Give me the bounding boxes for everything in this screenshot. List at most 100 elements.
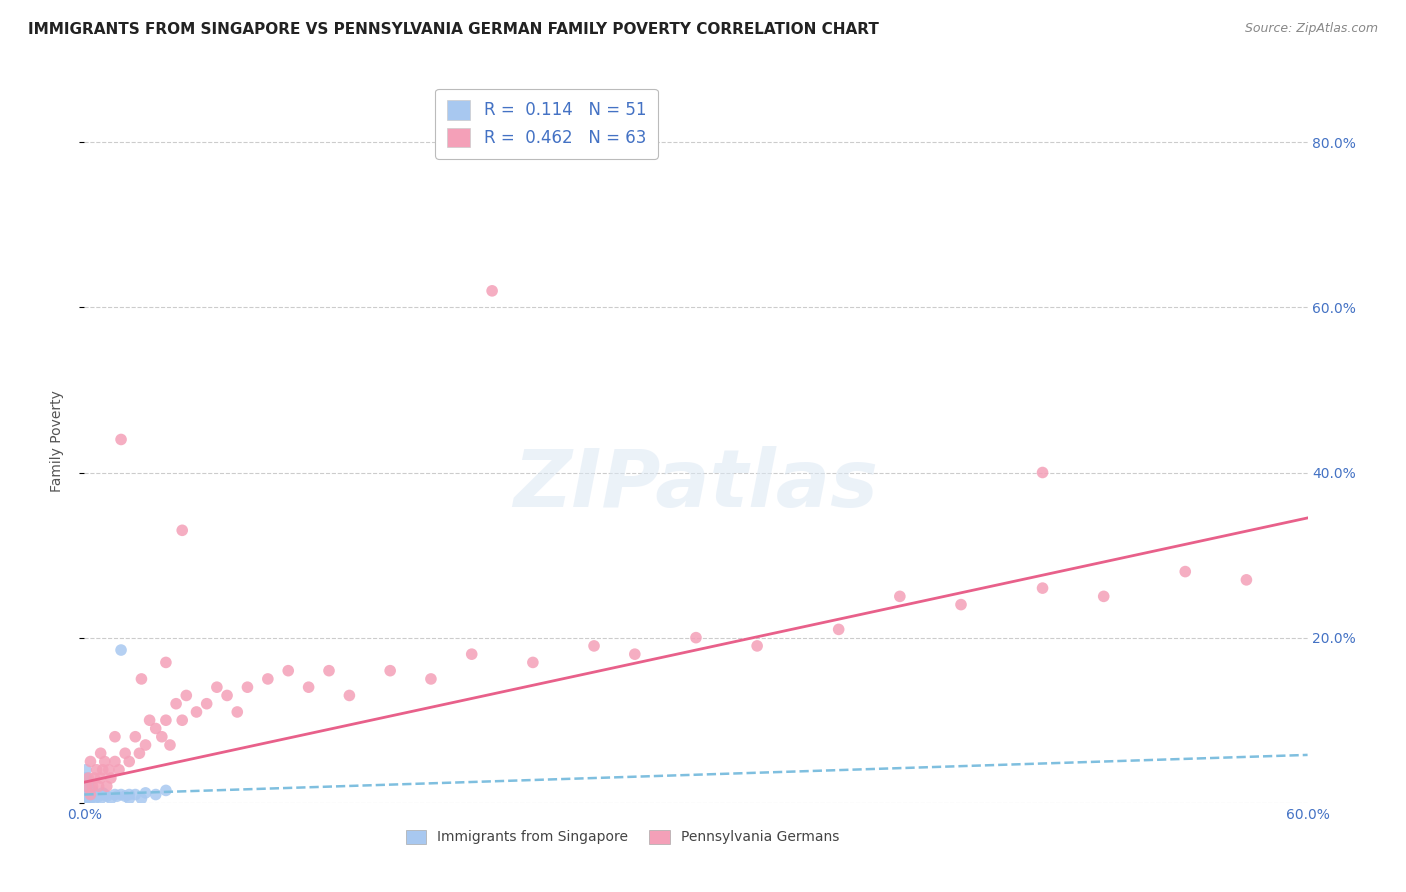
Point (76, 791, 98, 805)
Point (747, 639, 769, 653)
Point (135, 738, 157, 752)
Point (114, 746, 136, 760)
Point (90, 771, 112, 785)
Point (172, 524, 194, 538)
Point (108, 763, 131, 777)
Point (100, 771, 122, 785)
Point (79, 783, 101, 797)
Point (277, 664, 299, 678)
Point (93, 788, 115, 802)
Point (75, 779, 97, 793)
Point (75, 796, 97, 810)
Point (75, 763, 97, 777)
Point (257, 672, 280, 686)
Point (1174, 565, 1197, 579)
Point (75, 791, 97, 805)
Point (75, 796, 97, 810)
Point (1032, 581, 1054, 595)
Point (124, 788, 146, 802)
Point (77, 791, 100, 805)
Point (461, 647, 484, 661)
Point (110, 433, 132, 447)
Point (685, 631, 707, 645)
Point (75, 783, 97, 797)
Point (110, 788, 132, 802)
Point (1236, 573, 1258, 587)
Point (236, 680, 259, 694)
Point (380, 664, 402, 678)
Point (75, 771, 97, 785)
Point (118, 788, 141, 802)
Point (75, 788, 97, 802)
Point (76, 779, 98, 793)
Text: IMMIGRANTS FROM SINGAPORE VS PENNSYLVANIA GERMAN FAMILY POVERTY CORRELATION CHAR: IMMIGRANTS FROM SINGAPORE VS PENNSYLVANI… (28, 22, 879, 37)
Point (77, 775, 100, 789)
Point (145, 788, 167, 802)
Point (77, 779, 100, 793)
Point (76, 791, 98, 805)
Point (83, 786, 105, 800)
Point (128, 746, 150, 760)
Point (1092, 590, 1115, 604)
Point (97, 763, 120, 777)
Point (75, 775, 97, 789)
Y-axis label: Family Poverty: Family Poverty (49, 391, 63, 492)
Text: Source: ZipAtlas.com: Source: ZipAtlas.com (1244, 22, 1378, 36)
Point (100, 791, 122, 805)
Point (174, 689, 197, 703)
Point (318, 664, 340, 678)
Point (138, 713, 160, 727)
Point (82, 779, 104, 793)
Point (105, 789, 128, 804)
Text: ZIPatlas: ZIPatlas (513, 446, 879, 524)
Point (87, 789, 110, 804)
Point (79, 788, 101, 802)
Point (145, 722, 167, 736)
Point (186, 705, 208, 719)
Point (124, 730, 146, 744)
Point (205, 680, 228, 694)
Point (96, 789, 118, 804)
Point (82, 783, 104, 797)
Point (83, 771, 105, 785)
Point (104, 755, 127, 769)
Point (104, 788, 127, 802)
Point (79, 755, 101, 769)
Point (583, 639, 606, 653)
Point (86, 788, 108, 802)
Point (90, 746, 112, 760)
Point (77, 783, 100, 797)
Point (104, 730, 127, 744)
Point (91, 763, 114, 777)
Point (420, 672, 443, 686)
Point (889, 590, 911, 604)
Point (195, 697, 218, 711)
Point (96, 779, 118, 793)
Point (1032, 466, 1054, 480)
Point (159, 738, 181, 752)
Point (150, 730, 173, 744)
Point (76, 783, 98, 797)
Point (90, 791, 112, 805)
Point (75, 791, 97, 805)
Point (339, 689, 361, 703)
Point (131, 672, 153, 686)
Point (131, 791, 153, 805)
Point (217, 689, 239, 703)
Point (91, 786, 114, 800)
Point (77, 788, 100, 802)
Point (76, 788, 98, 802)
Point (522, 656, 544, 670)
Point (165, 697, 187, 711)
Point (226, 705, 249, 719)
Point (79, 791, 101, 805)
Point (79, 788, 101, 802)
Point (77, 771, 100, 785)
Legend: Immigrants from Singapore, Pennsylvania Germans: Immigrants from Singapore, Pennsylvania … (399, 824, 845, 850)
Point (75, 779, 97, 793)
Point (828, 623, 851, 637)
Point (110, 643, 132, 657)
Point (155, 656, 177, 670)
Point (118, 755, 141, 769)
Point (155, 713, 177, 727)
